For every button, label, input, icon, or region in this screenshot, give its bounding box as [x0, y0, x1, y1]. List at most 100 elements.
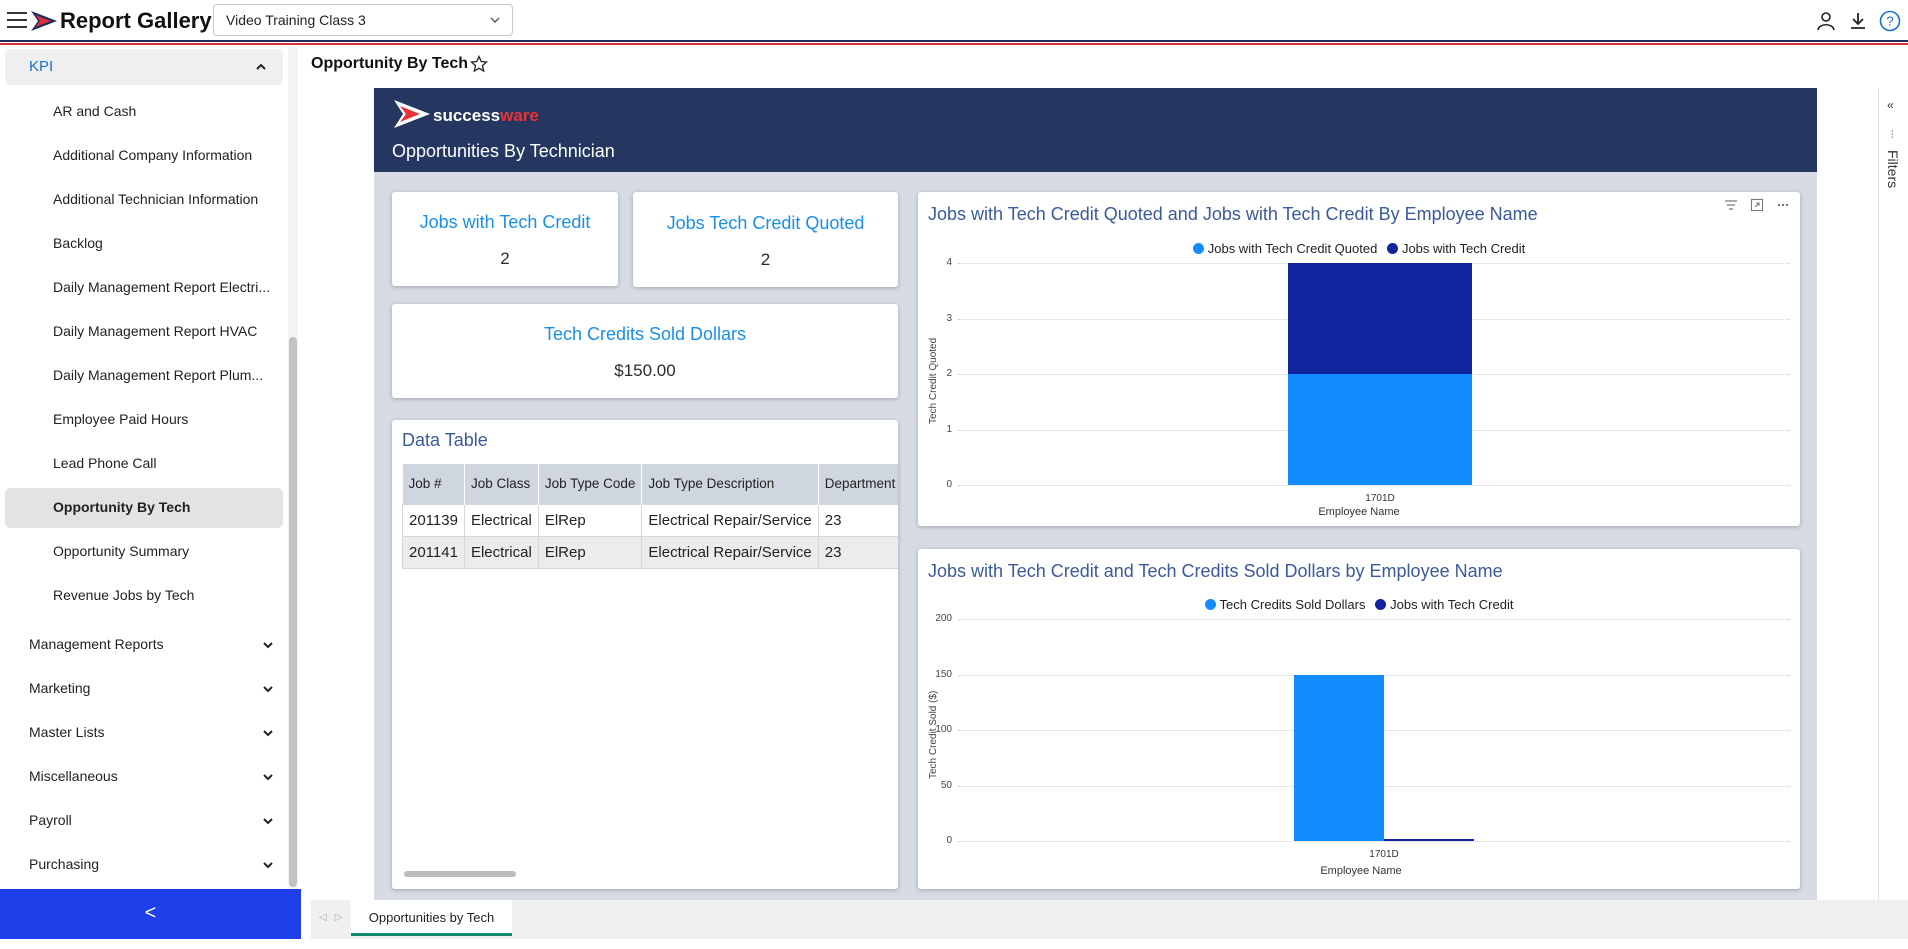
- sidebar-section-label: Miscellaneous: [29, 768, 118, 784]
- report-select[interactable]: Video Training Class 3: [213, 4, 513, 36]
- table-cell: Electrical: [463, 535, 539, 569]
- bar-jobs-with-tech-credit-quoted[interactable]: [1288, 374, 1472, 485]
- sidebar-item-opportunity-summary[interactable]: Opportunity Summary: [53, 543, 190, 559]
- x-tick-label: 1701D: [1369, 849, 1399, 860]
- bar-jobs-with-tech-credit[interactable]: [1288, 263, 1472, 374]
- sidebar-item-additional-company-information[interactable]: Additional Company Information: [53, 147, 253, 163]
- chevron-down-icon: [263, 686, 273, 693]
- data-table-card: Data Table Job # Job Class Job Type Code…: [392, 420, 898, 889]
- report-select-value: Video Training Class 3: [226, 12, 366, 28]
- filter-icon[interactable]: [1724, 198, 1738, 212]
- column-header[interactable]: Job Type Code: [538, 464, 643, 504]
- report-canvas: successware Opportunities By Technician …: [374, 88, 1817, 900]
- gridline: [958, 619, 1790, 620]
- report-title: Opportunities By Technician: [392, 141, 615, 161]
- chart-card-quoted-vs-credit[interactable]: Jobs with Tech Credit Quoted and Jobs wi…: [918, 192, 1800, 526]
- chart-title: Jobs with Tech Credit and Tech Credits S…: [928, 561, 1503, 581]
- table-cell: Electrical Repair/Service: [641, 503, 819, 537]
- kpi-card-tech-credits-sold-dollars[interactable]: Tech Credits Sold Dollars $150.00: [392, 304, 898, 398]
- more-options-icon[interactable]: [1776, 198, 1790, 212]
- hamburger-menu-icon[interactable]: [7, 12, 27, 28]
- column-header[interactable]: Job Class: [464, 464, 539, 504]
- legend-label: Jobs with Tech Credit Quoted: [1207, 241, 1378, 256]
- table-row[interactable]: 201141 Electrical ElRep Electrical Repai…: [402, 535, 898, 569]
- table-cell: 23: [817, 503, 898, 537]
- y-tick-label: 50: [940, 779, 952, 791]
- table-cell: 201141: [402, 535, 465, 569]
- sidebar-section-purchasing[interactable]: Purchasing: [29, 856, 274, 872]
- sidebar-item-daily-management-report-plumbing[interactable]: Daily Management Report Plum...: [53, 367, 264, 383]
- sidebar-item-opportunity-by-tech[interactable]: Opportunity By Tech: [53, 499, 191, 515]
- table-horizontal-scrollbar[interactable]: [404, 871, 516, 877]
- user-icon[interactable]: [1814, 9, 1838, 33]
- sidebar-section-payroll[interactable]: Payroll: [29, 812, 274, 828]
- page-title: Opportunity By Tech: [311, 55, 469, 72]
- filters-pane[interactable]: « ⫶ Filters: [1878, 88, 1908, 900]
- collapse-filters-icon[interactable]: «: [1887, 98, 1894, 112]
- focus-mode-icon[interactable]: [1750, 198, 1764, 212]
- chevron-up-icon: [256, 63, 266, 70]
- sidebar-section-miscellaneous[interactable]: Miscellaneous: [29, 768, 274, 784]
- sidebar-section-kpi[interactable]: KPI: [5, 49, 283, 85]
- favorite-star-icon[interactable]: [470, 55, 488, 73]
- chevron-down-icon: [263, 730, 273, 737]
- filter-icon: ⫶: [1891, 130, 1894, 141]
- y-tick-label: 200: [935, 613, 952, 624]
- sidebar-section-label: Management Reports: [29, 636, 164, 652]
- sidebar-item-revenue-jobs-by-tech[interactable]: Revenue Jobs by Tech: [53, 587, 195, 603]
- banner-brand: successware: [433, 106, 539, 126]
- help-icon[interactable]: ?: [1878, 9, 1902, 33]
- x-axis-title: Employee Name: [1318, 506, 1400, 518]
- sidebar-collapse-button[interactable]: <: [0, 889, 301, 939]
- tab-opportunities-by-tech[interactable]: Opportunities by Tech: [351, 900, 512, 936]
- bar-tech-credits-sold-dollars[interactable]: [1294, 674, 1384, 841]
- sidebar-item-daily-management-report-electrical[interactable]: Daily Management Report Electri...: [53, 279, 271, 295]
- chevron-down-icon: [490, 17, 500, 23]
- tab-scroll-arrows-icon[interactable]: ◁▷: [319, 912, 351, 923]
- table-cell: Electrical: [463, 503, 539, 537]
- table-cell: ElRep: [537, 535, 643, 569]
- sidebar-section-management-reports[interactable]: Management Reports: [29, 636, 274, 652]
- chart-card-credit-vs-dollars[interactable]: Jobs with Tech Credit and Tech Credits S…: [918, 549, 1800, 889]
- sidebar-item-daily-management-report-hvac[interactable]: Daily Management Report HVAC: [53, 323, 258, 339]
- table-row[interactable]: 201139 Electrical ElRep Electrical Repai…: [402, 503, 898, 537]
- sidebar-item-additional-technician-information[interactable]: Additional Technician Information: [53, 191, 259, 207]
- svg-text:?: ?: [1886, 14, 1893, 29]
- y-tick-label: 0: [946, 835, 952, 846]
- x-axis-title: Employee Name: [1320, 865, 1402, 877]
- chevron-down-icon: [263, 862, 273, 869]
- legend-item[interactable]: Jobs with Tech Credit: [1375, 597, 1513, 612]
- sidebar-section-marketing[interactable]: Marketing: [29, 680, 274, 696]
- bar-jobs-with-tech-credit[interactable]: [1384, 838, 1474, 841]
- sidebar-section-label: KPI: [29, 58, 54, 75]
- sidebar-scrollbar-thumb[interactable]: [289, 337, 297, 887]
- sidebar: KPI AR and Cash Additional Company Infor…: [0, 47, 300, 889]
- table-cell: Electrical Repair/Service: [641, 535, 819, 569]
- sidebar-item-employee-paid-hours[interactable]: Employee Paid Hours: [53, 411, 189, 427]
- sidebar-item-backlog[interactable]: Backlog: [53, 235, 103, 251]
- column-header[interactable]: Job #: [402, 464, 465, 504]
- successware-logo-icon: [394, 100, 430, 128]
- column-header[interactable]: Job Type Description: [641, 464, 819, 504]
- legend-item[interactable]: Jobs with Tech Credit: [1386, 241, 1526, 256]
- legend-dot-icon: [1204, 599, 1216, 610]
- sidebar-section-label: Marketing: [29, 680, 91, 696]
- data-table-title: Data Table: [402, 430, 488, 450]
- y-tick-label: 2: [946, 368, 952, 379]
- legend-label: Jobs with Tech Credit: [1401, 241, 1526, 256]
- chart-legend: Tech Credits Sold Dollars Jobs with Tech…: [918, 597, 1800, 612]
- y-tick-label: 150: [935, 668, 952, 680]
- column-header[interactable]: Department: [818, 464, 898, 504]
- table-cell: ElRep: [537, 503, 643, 537]
- sidebar-section-label: Master Lists: [29, 724, 105, 740]
- kpi-card-jobs-with-tech-credit[interactable]: Jobs with Tech Credit 2: [392, 192, 618, 286]
- legend-item[interactable]: Tech Credits Sold Dollars: [1204, 597, 1366, 612]
- sidebar-item-ar-and-cash[interactable]: AR and Cash: [53, 103, 137, 119]
- sidebar-item-lead-phone-call[interactable]: Lead Phone Call: [53, 455, 157, 471]
- download-icon[interactable]: [1846, 9, 1870, 33]
- sidebar-section-master-lists[interactable]: Master Lists: [29, 724, 274, 740]
- legend-item[interactable]: Jobs with Tech Credit Quoted: [1192, 241, 1378, 256]
- kpi-card-jobs-tech-credit-quoted[interactable]: Jobs Tech Credit Quoted 2: [633, 192, 898, 287]
- chevron-down-icon: [263, 642, 273, 649]
- table-cell: 23: [817, 535, 898, 569]
